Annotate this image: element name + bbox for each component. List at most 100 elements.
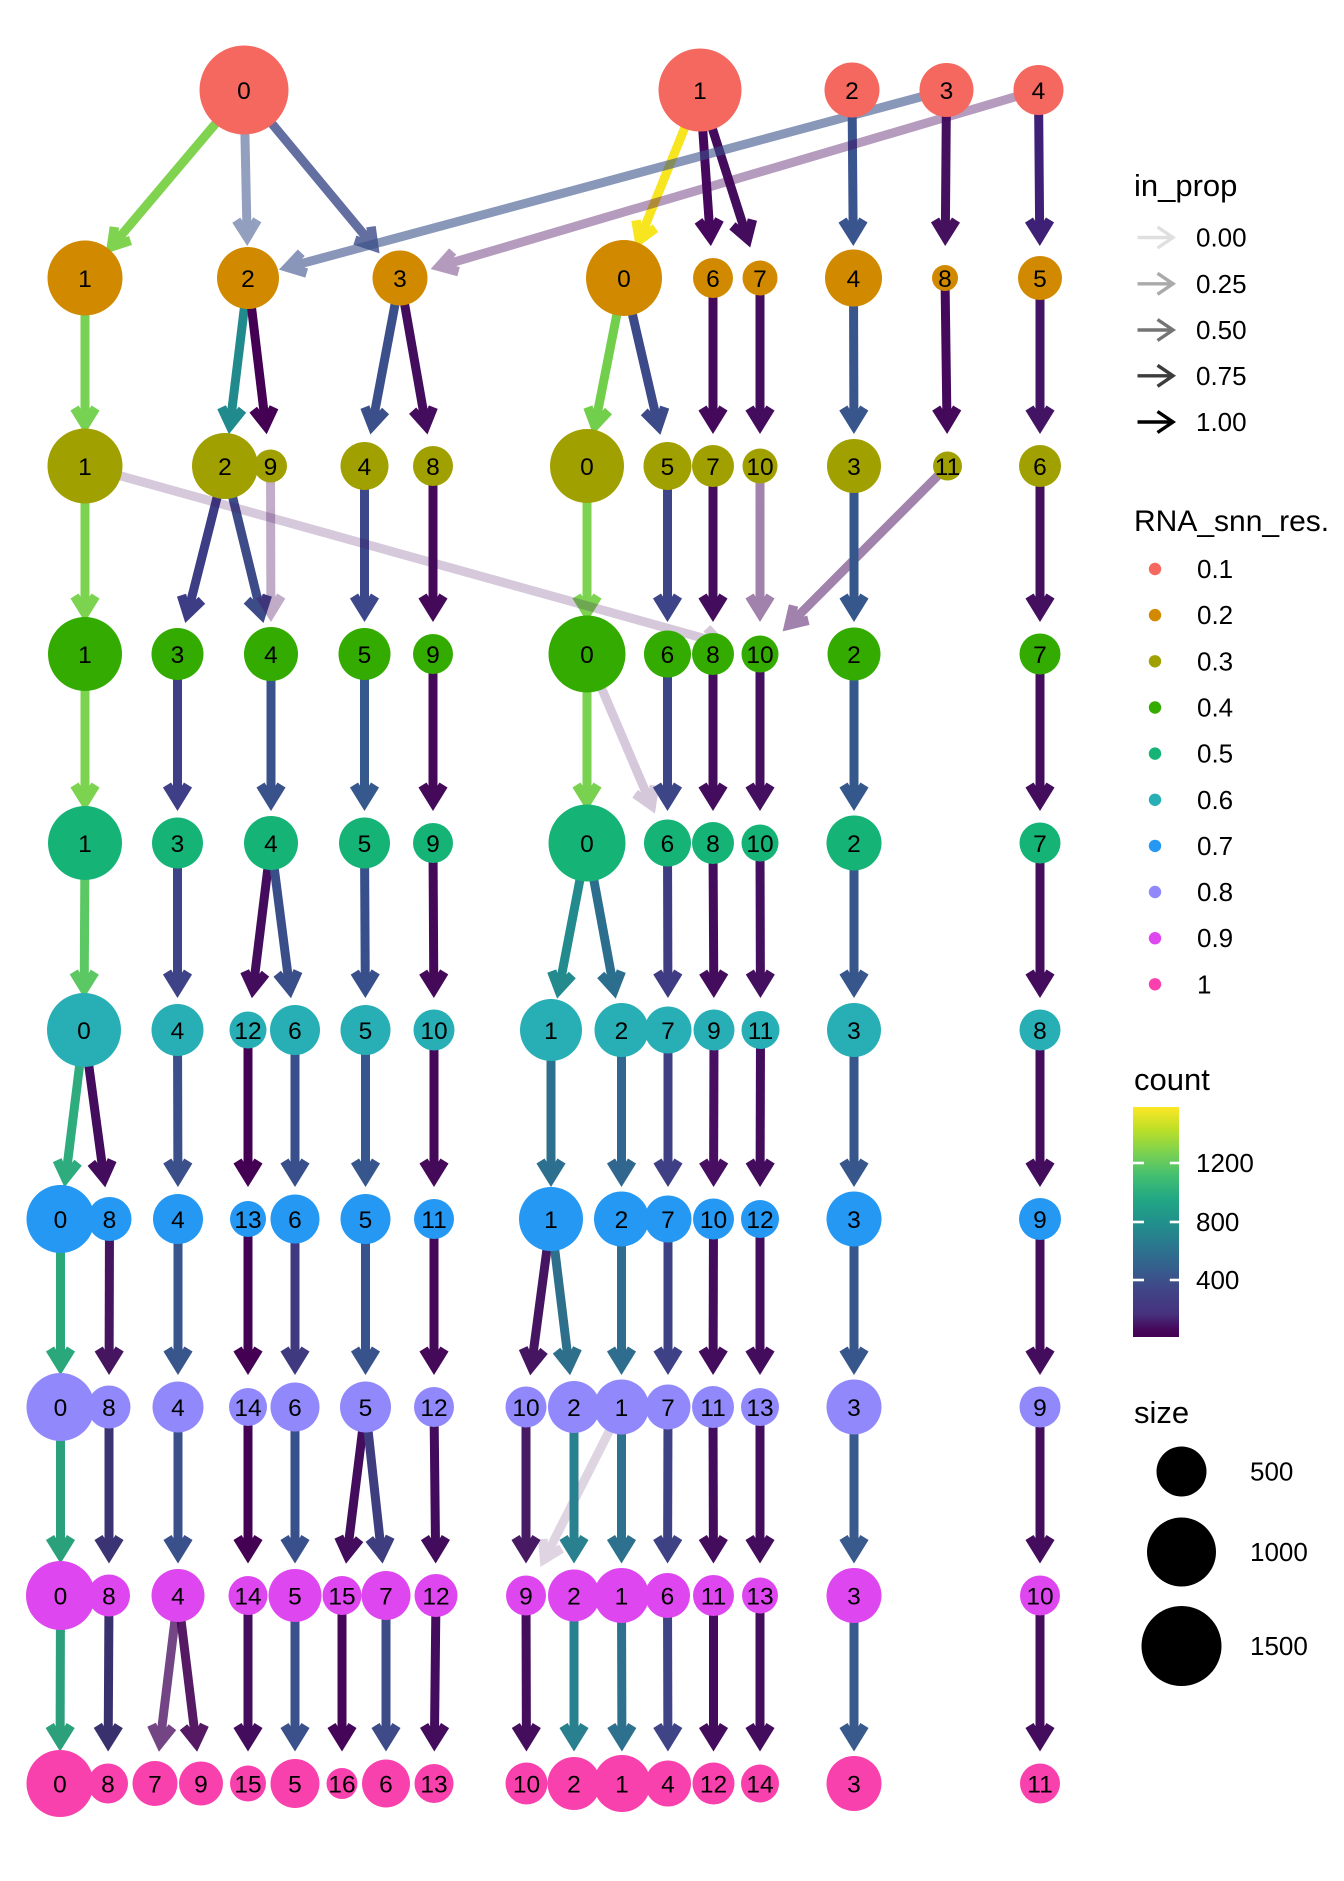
svg-text:7: 7 [661, 1018, 675, 1045]
svg-text:15: 15 [328, 1583, 355, 1610]
svg-text:9: 9 [264, 454, 278, 481]
svg-text:1200: 1200 [1196, 1148, 1254, 1178]
svg-text:4: 4 [358, 454, 372, 481]
svg-text:3: 3 [393, 266, 407, 293]
svg-text:8: 8 [103, 1207, 117, 1234]
svg-text:16: 16 [328, 1771, 355, 1798]
svg-text:0.3: 0.3 [1197, 646, 1233, 676]
svg-text:0: 0 [580, 454, 594, 481]
svg-text:6: 6 [379, 1771, 393, 1798]
svg-text:8: 8 [102, 1395, 116, 1422]
svg-text:1.00: 1.00 [1196, 407, 1247, 437]
svg-text:6: 6 [661, 1583, 675, 1610]
svg-text:14: 14 [234, 1395, 261, 1422]
svg-text:12: 12 [422, 1583, 449, 1610]
svg-text:2: 2 [567, 1395, 581, 1422]
svg-text:1: 1 [615, 1771, 629, 1798]
svg-text:3: 3 [847, 454, 861, 481]
svg-text:6: 6 [661, 642, 675, 669]
svg-text:0.1: 0.1 [1197, 554, 1233, 584]
svg-text:2: 2 [567, 1583, 581, 1610]
svg-text:5: 5 [358, 642, 372, 669]
svg-text:2: 2 [845, 78, 859, 105]
svg-text:0.75: 0.75 [1196, 361, 1247, 391]
svg-text:2: 2 [847, 831, 861, 858]
svg-text:7: 7 [753, 266, 767, 293]
svg-text:12: 12 [700, 1771, 727, 1798]
svg-text:3: 3 [847, 1207, 861, 1234]
svg-text:9: 9 [707, 1018, 721, 1045]
svg-text:5: 5 [359, 1395, 373, 1422]
svg-text:4: 4 [264, 642, 278, 669]
svg-text:1000: 1000 [1250, 1537, 1308, 1567]
svg-text:11: 11 [700, 1395, 725, 1422]
svg-text:11: 11 [935, 454, 960, 481]
svg-text:6: 6 [288, 1207, 302, 1234]
svg-text:10: 10 [746, 642, 773, 669]
svg-text:0: 0 [617, 266, 631, 293]
svg-text:0.9: 0.9 [1197, 923, 1233, 953]
svg-text:10: 10 [1026, 1583, 1053, 1610]
svg-text:7: 7 [661, 1207, 675, 1234]
svg-text:4: 4 [171, 1395, 185, 1422]
svg-text:0.7: 0.7 [1197, 831, 1233, 861]
svg-text:11: 11 [421, 1207, 446, 1234]
svg-text:10: 10 [513, 1771, 540, 1798]
svg-text:5: 5 [288, 1771, 302, 1798]
svg-text:8: 8 [426, 454, 440, 481]
svg-text:3: 3 [847, 1771, 861, 1798]
svg-text:0: 0 [54, 1207, 68, 1234]
svg-text:9: 9 [426, 642, 440, 669]
svg-text:RNA_snn_res.: RNA_snn_res. [1134, 505, 1329, 538]
svg-text:3: 3 [171, 642, 185, 669]
svg-text:3: 3 [847, 1583, 861, 1610]
svg-text:0.4: 0.4 [1197, 693, 1233, 723]
svg-text:11: 11 [701, 1583, 726, 1610]
svg-text:6: 6 [288, 1018, 302, 1045]
svg-text:5: 5 [288, 1583, 302, 1610]
svg-text:9: 9 [1033, 1207, 1047, 1234]
svg-text:13: 13 [234, 1207, 261, 1234]
svg-text:1: 1 [78, 831, 92, 858]
svg-text:0.25: 0.25 [1196, 269, 1247, 299]
svg-text:1: 1 [544, 1018, 558, 1045]
svg-text:6: 6 [1033, 454, 1047, 481]
svg-text:0: 0 [77, 1018, 91, 1045]
svg-text:9: 9 [519, 1583, 533, 1610]
svg-text:2: 2 [615, 1207, 629, 1234]
svg-text:8: 8 [101, 1771, 115, 1798]
svg-text:7: 7 [1033, 642, 1047, 669]
svg-text:7: 7 [379, 1583, 393, 1610]
svg-text:400: 400 [1196, 1265, 1239, 1295]
svg-text:1: 1 [615, 1583, 629, 1610]
svg-text:0: 0 [580, 642, 594, 669]
svg-text:2: 2 [615, 1018, 629, 1045]
svg-text:4: 4 [661, 1771, 675, 1798]
svg-text:count: count [1134, 1062, 1210, 1097]
svg-text:8: 8 [706, 642, 720, 669]
svg-text:6: 6 [706, 266, 720, 293]
svg-text:0: 0 [580, 831, 594, 858]
svg-text:14: 14 [234, 1583, 261, 1610]
svg-text:4: 4 [171, 1018, 185, 1045]
svg-text:10: 10 [746, 454, 773, 481]
svg-text:1: 1 [1197, 969, 1211, 999]
svg-text:in_prop: in_prop [1134, 168, 1237, 203]
svg-text:4: 4 [171, 1583, 185, 1610]
svg-text:0: 0 [54, 1395, 68, 1422]
svg-text:0.2: 0.2 [1197, 600, 1233, 630]
svg-text:3: 3 [171, 831, 185, 858]
svg-text:10: 10 [700, 1207, 727, 1234]
svg-text:5: 5 [1033, 266, 1047, 293]
svg-text:1: 1 [693, 78, 707, 105]
svg-text:12: 12 [420, 1395, 447, 1422]
svg-text:2: 2 [847, 642, 861, 669]
svg-text:4: 4 [847, 266, 861, 293]
svg-text:1: 1 [78, 454, 92, 481]
svg-text:5: 5 [661, 454, 675, 481]
svg-text:2: 2 [241, 266, 255, 293]
svg-text:6: 6 [661, 831, 675, 858]
svg-text:7: 7 [148, 1771, 162, 1798]
svg-text:800: 800 [1196, 1207, 1239, 1237]
svg-text:7: 7 [706, 454, 720, 481]
